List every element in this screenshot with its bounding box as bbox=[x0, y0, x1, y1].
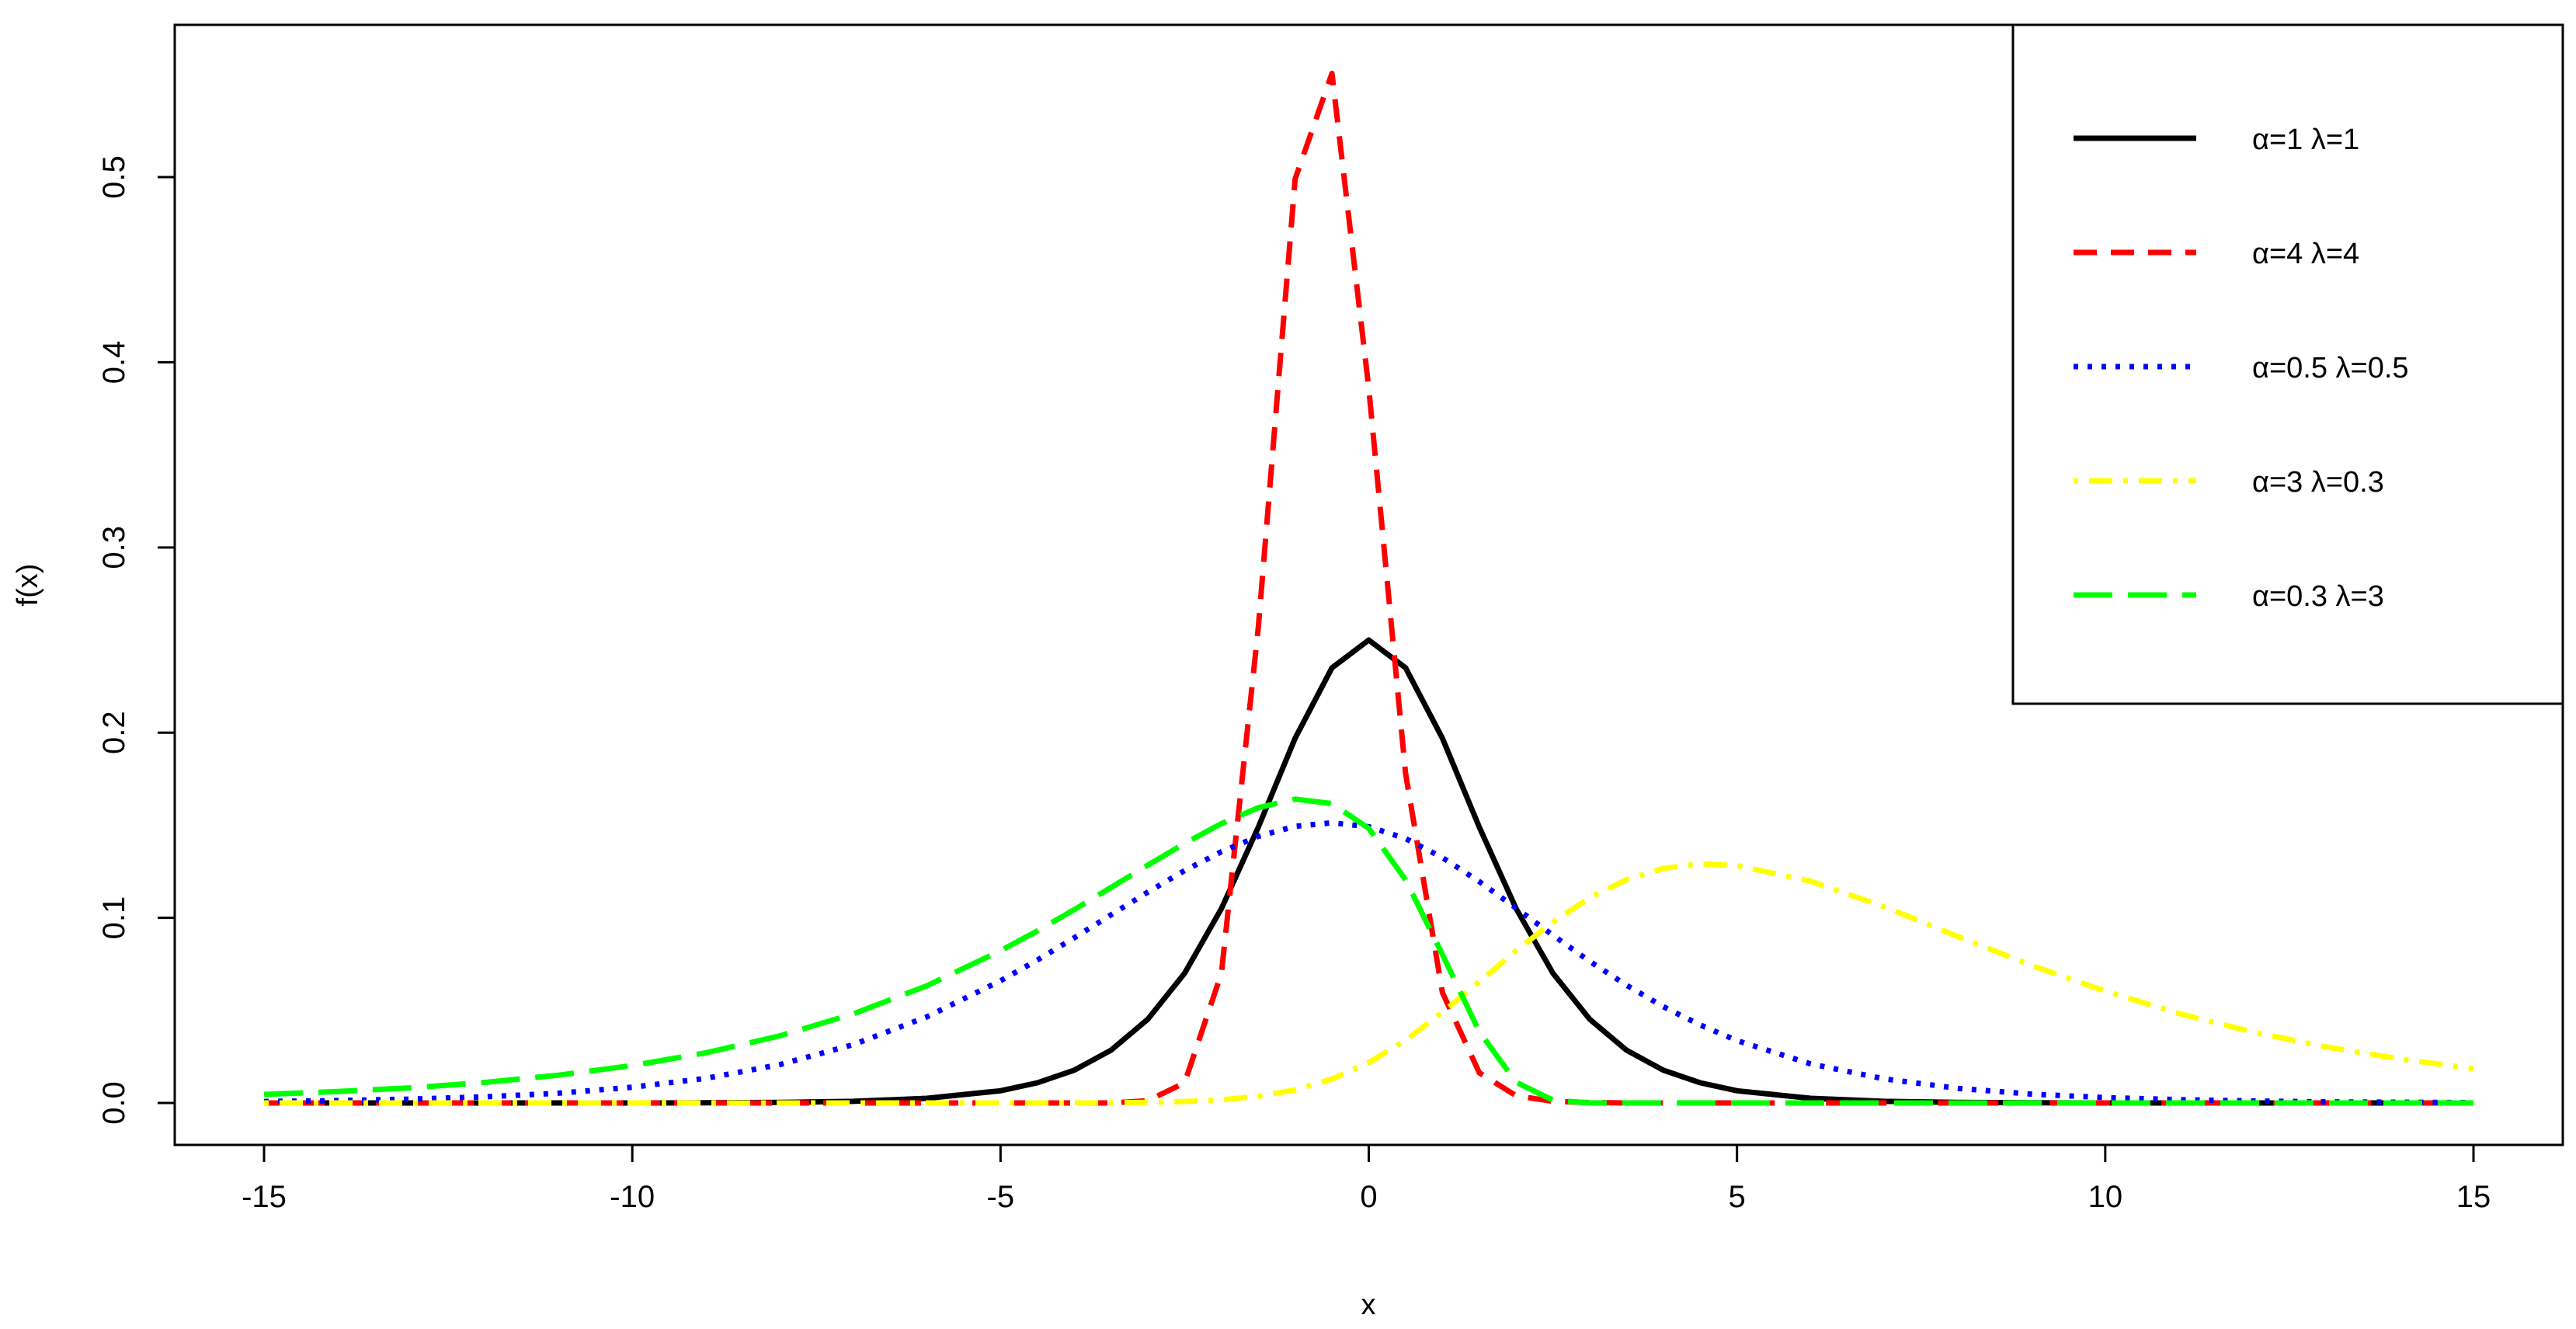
axes: -15 -10 -5 0 5 10 15 0.0 0.1 0.2 0.3 0.4 0.5 bbox=[97, 155, 2491, 1214]
y-tick-label: 0.5 bbox=[97, 155, 131, 199]
y-tick-label: 0.1 bbox=[97, 896, 131, 940]
legend-label-3: α=0.5 λ=0.5 bbox=[2252, 352, 2409, 384]
y-tick-label: 0.3 bbox=[97, 526, 131, 569]
x-tick-label: -5 bbox=[987, 1180, 1015, 1214]
y-tick-label: 0.4 bbox=[97, 341, 131, 384]
legend: α=1 λ=1 α=4 λ=4 α=0.5 λ=0.5 α=3 λ=0.3 α=0.3 … bbox=[2011, 23, 2564, 705]
x-tick-label: -10 bbox=[610, 1180, 655, 1214]
x-tick-label: 15 bbox=[2456, 1180, 2491, 1214]
series-line-5 bbox=[263, 796, 2473, 1106]
y-tick-label: 0.0 bbox=[97, 1081, 131, 1125]
y-axis-label: f(x) bbox=[12, 564, 44, 607]
legend-label-5: α=0.3 λ=3 bbox=[2252, 580, 2384, 613]
x-tick-label: 5 bbox=[1729, 1180, 1746, 1214]
x-tick-label: 10 bbox=[2088, 1180, 2123, 1214]
y-tick-label: 0.2 bbox=[97, 711, 131, 754]
x-tick-label: -15 bbox=[242, 1180, 287, 1214]
plot-marks bbox=[263, 71, 2474, 1106]
legend-label-4: α=3 λ=0.3 bbox=[2252, 466, 2384, 499]
legend-label-2: α=4 λ=4 bbox=[2252, 238, 2359, 270]
x-axis-label: x bbox=[1361, 1289, 1376, 1321]
legend-label-1: α=1 λ=1 bbox=[2252, 124, 2359, 156]
x-tick-label: 0 bbox=[1360, 1180, 1377, 1214]
series-line-4 bbox=[264, 861, 2474, 1106]
